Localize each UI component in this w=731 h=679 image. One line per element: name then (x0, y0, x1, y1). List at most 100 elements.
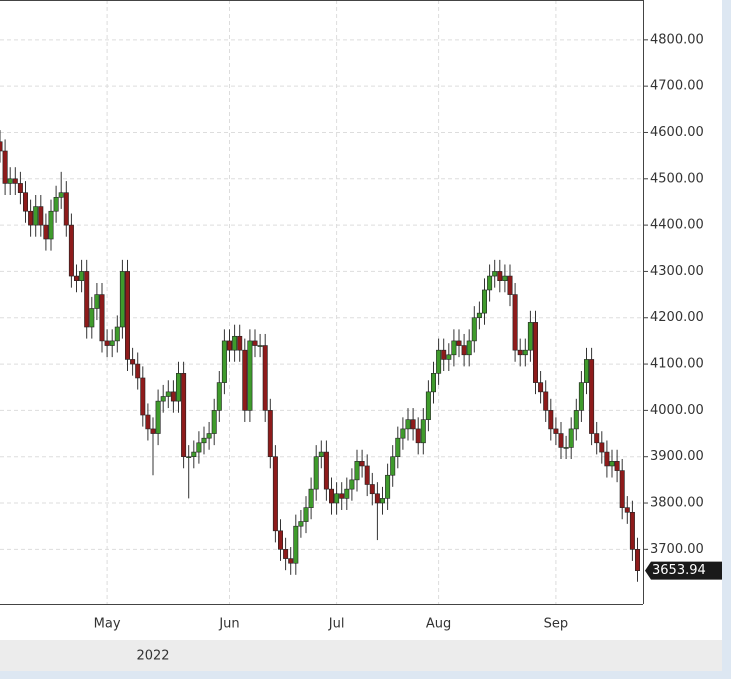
candle-body (99, 294, 105, 342)
candle-body (359, 461, 365, 467)
candle-body (538, 382, 544, 393)
candle-body (58, 192, 64, 198)
candle-body (283, 549, 289, 559)
candle-body (507, 275, 513, 295)
candle-body (160, 396, 166, 402)
candle-body (43, 224, 49, 240)
candle-body (114, 326, 120, 342)
candle-body (395, 437, 401, 458)
candle-body (502, 275, 508, 281)
candle-body (17, 183, 23, 193)
candle-body (344, 488, 350, 499)
candle-body (288, 558, 294, 564)
y-tick-label: 4300.00 (650, 264, 704, 279)
candle-body (451, 340, 457, 356)
candle-body (374, 493, 380, 504)
candle-body (476, 312, 482, 319)
candle-body (53, 197, 59, 212)
candle-body (94, 294, 100, 309)
x-tick-label: Sep (544, 617, 569, 632)
x-tick-label: Jul (328, 617, 345, 632)
grid (0, 0, 643, 604)
y-tick-label: 4600.00 (650, 125, 704, 140)
candle-body (446, 354, 452, 360)
candle-body (7, 178, 13, 184)
candle-body (532, 322, 538, 383)
candle-body (522, 349, 528, 356)
candle-body (303, 507, 309, 522)
y-tick-label: 3900.00 (650, 449, 704, 464)
candle-body (277, 530, 283, 550)
last-price-box (645, 561, 722, 580)
candle-body (604, 451, 610, 467)
candle-body (487, 275, 493, 291)
candle-body (89, 308, 95, 328)
candle-body (206, 433, 212, 439)
candle-body (12, 178, 18, 184)
candle-body (247, 340, 253, 411)
candle-body (548, 410, 554, 430)
candle-body (130, 359, 136, 365)
candle-body (63, 192, 69, 226)
candle-body (594, 433, 600, 444)
y-tick-label: 4100.00 (650, 357, 704, 372)
side-strip (722, 0, 731, 679)
candle-body (165, 391, 171, 397)
candle-body (481, 289, 487, 314)
candle-body (2, 150, 8, 184)
candle-body (135, 363, 141, 379)
candle-body (28, 210, 34, 226)
candle-body (191, 451, 197, 458)
candle-body (390, 456, 396, 476)
last-price-label: 3653.94 (652, 563, 706, 578)
candle-body (74, 275, 80, 281)
y-tick-label: 3700.00 (650, 542, 704, 557)
y-tick-label: 4700.00 (650, 79, 704, 94)
candle-body (176, 373, 182, 402)
candle-body (553, 428, 559, 434)
candle-body (334, 493, 340, 504)
candle-body (68, 224, 74, 277)
candle-body (461, 345, 467, 356)
y-tick-label: 4000.00 (650, 403, 704, 418)
candle-body (543, 391, 549, 411)
candle-body (221, 340, 227, 383)
candle-body (578, 382, 584, 411)
y-tick-label: 4400.00 (650, 218, 704, 233)
candle-body (262, 345, 268, 411)
candle-body (242, 349, 248, 411)
x-tick-label: Jun (218, 617, 239, 632)
candle-body (527, 322, 533, 351)
candle-body (227, 340, 233, 351)
candle-body (349, 479, 355, 490)
candle-body (456, 340, 462, 346)
candle-body (364, 465, 370, 485)
candle-body (186, 456, 192, 459)
candle-body (145, 414, 151, 430)
candle-body (298, 521, 304, 527)
x-tick-label: May (94, 617, 121, 632)
candle-body (466, 340, 472, 356)
candle-body (430, 373, 436, 393)
candle-body (293, 525, 299, 564)
candle-body (497, 271, 503, 281)
candle-body (400, 428, 406, 439)
candle-body (318, 451, 324, 458)
candle-body (196, 442, 202, 453)
candle-body (563, 447, 569, 449)
candle-body (0, 141, 3, 152)
candle-body (517, 349, 523, 356)
candle-body (573, 410, 579, 430)
candle-body (155, 400, 161, 434)
candle-body (589, 359, 595, 434)
candle-body (624, 507, 630, 513)
candle-body (181, 373, 187, 458)
candle-body (354, 461, 360, 481)
candle-body (492, 271, 498, 277)
candle-body (48, 210, 54, 240)
candle-body (619, 470, 625, 508)
candle-body (583, 359, 589, 383)
candle-body (425, 391, 431, 420)
